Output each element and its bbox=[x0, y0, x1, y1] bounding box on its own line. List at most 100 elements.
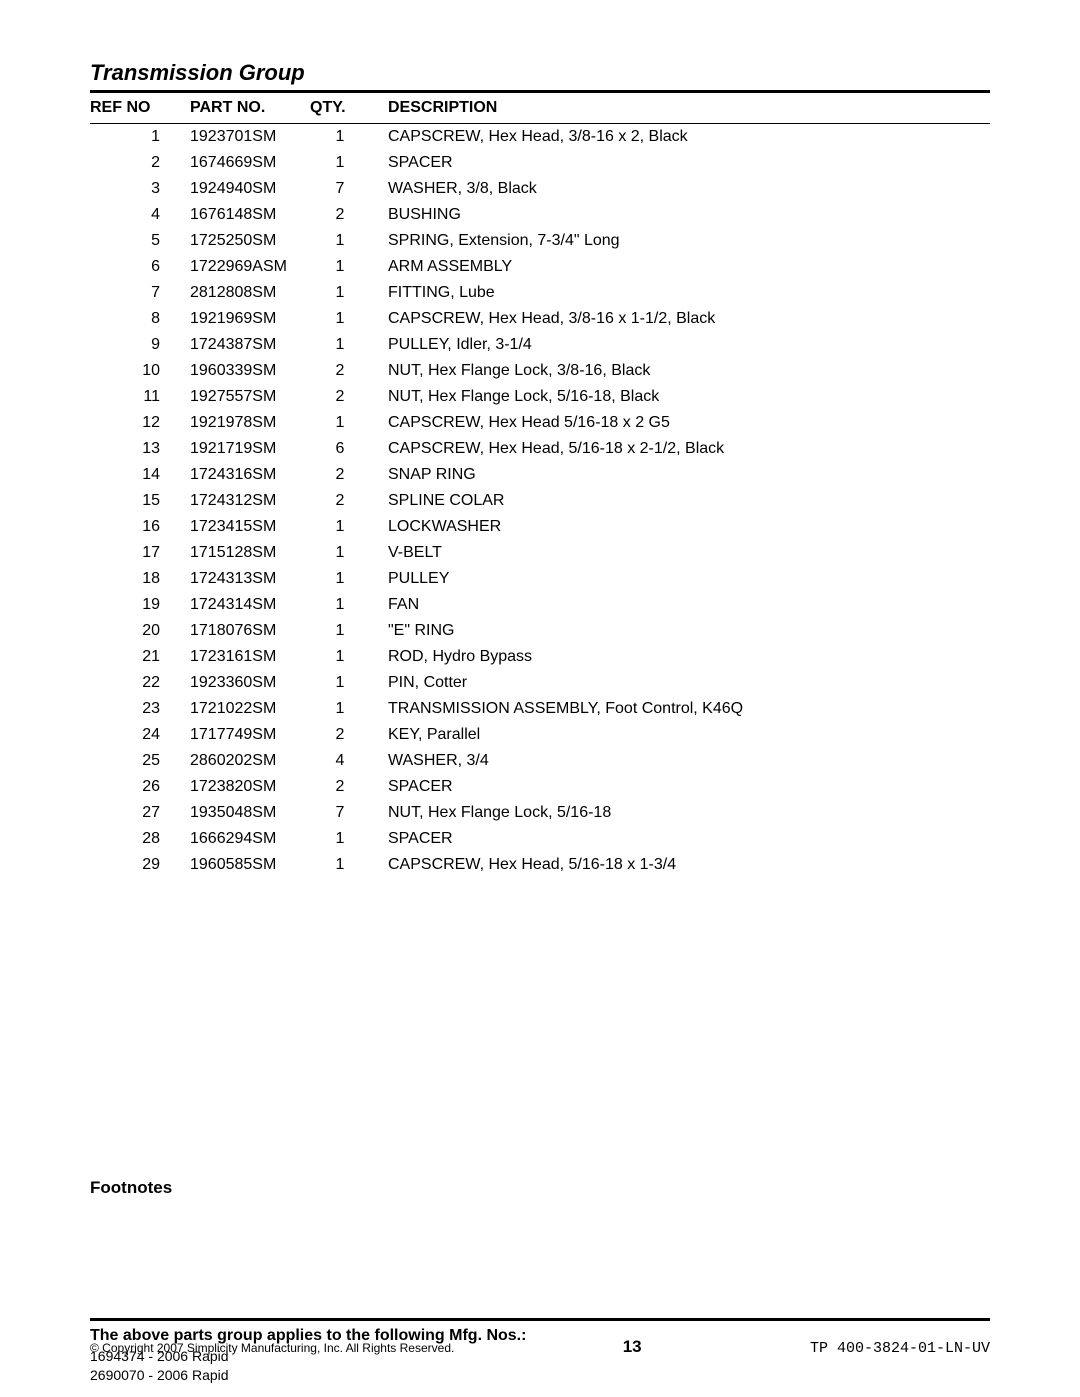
cell-ref: 27 bbox=[90, 800, 190, 826]
cell-ref: 20 bbox=[90, 618, 190, 644]
cell-qty: 1 bbox=[310, 514, 370, 540]
table-row: 261723820SM2SPACER bbox=[90, 774, 990, 800]
cell-ref: 13 bbox=[90, 436, 190, 462]
cell-desc: PIN, Cotter bbox=[370, 670, 990, 696]
col-header-desc: DESCRIPTION bbox=[370, 93, 990, 124]
cell-ref: 26 bbox=[90, 774, 190, 800]
cell-qty: 1 bbox=[310, 280, 370, 306]
page-number: 13 bbox=[623, 1337, 642, 1357]
table-row: 72812808SM1FITTING, Lube bbox=[90, 280, 990, 306]
table-row: 51725250SM1SPRING, Extension, 7-3/4" Lon… bbox=[90, 228, 990, 254]
cell-qty: 1 bbox=[310, 332, 370, 358]
cell-ref: 12 bbox=[90, 410, 190, 436]
cell-part: 1723161SM bbox=[190, 644, 310, 670]
cell-desc: WASHER, 3/4 bbox=[370, 748, 990, 774]
table-row: 252860202SM4WASHER, 3/4 bbox=[90, 748, 990, 774]
cell-ref: 21 bbox=[90, 644, 190, 670]
table-row: 171715128SM1V-BELT bbox=[90, 540, 990, 566]
cell-ref: 5 bbox=[90, 228, 190, 254]
cell-qty: 1 bbox=[310, 254, 370, 280]
cell-qty: 1 bbox=[310, 410, 370, 436]
cell-ref: 19 bbox=[90, 592, 190, 618]
table-row: 151724312SM2SPLINE COLAR bbox=[90, 488, 990, 514]
cell-qty: 1 bbox=[310, 228, 370, 254]
table-row: 21674669SM1SPACER bbox=[90, 150, 990, 176]
cell-part: 1960339SM bbox=[190, 358, 310, 384]
cell-part: 1717749SM bbox=[190, 722, 310, 748]
table-row: 31924940SM7WASHER, 3/8, Black bbox=[90, 176, 990, 202]
cell-desc: KEY, Parallel bbox=[370, 722, 990, 748]
cell-ref: 18 bbox=[90, 566, 190, 592]
table-header-row: REF NO PART NO. QTY. DESCRIPTION bbox=[90, 93, 990, 124]
cell-qty: 6 bbox=[310, 436, 370, 462]
cell-part: 1960585SM bbox=[190, 852, 310, 878]
cell-desc: CAPSCREW, Hex Head 5/16-18 x 2 G5 bbox=[370, 410, 990, 436]
cell-part: 1724387SM bbox=[190, 332, 310, 358]
cell-desc: SPACER bbox=[370, 150, 990, 176]
cell-part: 1674669SM bbox=[190, 150, 310, 176]
cell-ref: 11 bbox=[90, 384, 190, 410]
cell-desc: CAPSCREW, Hex Head, 5/16-18 x 2-1/2, Bla… bbox=[370, 436, 990, 462]
cell-part: 1718076SM bbox=[190, 618, 310, 644]
cell-part: 1923360SM bbox=[190, 670, 310, 696]
table-row: 201718076SM1"E" RING bbox=[90, 618, 990, 644]
cell-desc: WASHER, 3/8, Black bbox=[370, 176, 990, 202]
table-row: 281666294SM1SPACER bbox=[90, 826, 990, 852]
table-row: 81921969SM1CAPSCREW, Hex Head, 3/8-16 x … bbox=[90, 306, 990, 332]
cell-qty: 1 bbox=[310, 644, 370, 670]
cell-part: 1723820SM bbox=[190, 774, 310, 800]
cell-qty: 2 bbox=[310, 774, 370, 800]
cell-part: 1927557SM bbox=[190, 384, 310, 410]
table-row: 101960339SM2NUT, Hex Flange Lock, 3/8-16… bbox=[90, 358, 990, 384]
table-row: 161723415SM1LOCKWASHER bbox=[90, 514, 990, 540]
cell-qty: 1 bbox=[310, 306, 370, 332]
cell-qty: 1 bbox=[310, 592, 370, 618]
cell-ref: 1 bbox=[90, 124, 190, 151]
page: Transmission Group REF NO PART NO. QTY. … bbox=[0, 0, 1080, 1397]
cell-desc: PULLEY, Idler, 3-1/4 bbox=[370, 332, 990, 358]
cell-qty: 7 bbox=[310, 800, 370, 826]
table-row: 111927557SM2NUT, Hex Flange Lock, 5/16-1… bbox=[90, 384, 990, 410]
cell-qty: 2 bbox=[310, 384, 370, 410]
cell-qty: 7 bbox=[310, 176, 370, 202]
table-row: 221923360SM1PIN, Cotter bbox=[90, 670, 990, 696]
cell-desc: ROD, Hydro Bypass bbox=[370, 644, 990, 670]
cell-desc: CAPSCREW, Hex Head, 5/16-18 x 1-3/4 bbox=[370, 852, 990, 878]
cell-ref: 28 bbox=[90, 826, 190, 852]
cell-qty: 2 bbox=[310, 202, 370, 228]
table-row: 241717749SM2KEY, Parallel bbox=[90, 722, 990, 748]
applies-rule bbox=[90, 1318, 990, 1321]
cell-part: 1923701SM bbox=[190, 124, 310, 151]
cell-ref: 10 bbox=[90, 358, 190, 384]
cell-desc: ARM ASSEMBLY bbox=[370, 254, 990, 280]
col-header-qty: QTY. bbox=[310, 93, 370, 124]
cell-desc: SPACER bbox=[370, 774, 990, 800]
cell-desc: FITTING, Lube bbox=[370, 280, 990, 306]
cell-part: 1924940SM bbox=[190, 176, 310, 202]
cell-ref: 8 bbox=[90, 306, 190, 332]
table-row: 41676148SM2BUSHING bbox=[90, 202, 990, 228]
copyright-text: © Copyright 2007 Simplicity Manufacturin… bbox=[90, 1341, 454, 1355]
table-row: 11923701SM1CAPSCREW, Hex Head, 3/8-16 x … bbox=[90, 124, 990, 151]
cell-qty: 1 bbox=[310, 618, 370, 644]
cell-part: 1666294SM bbox=[190, 826, 310, 852]
cell-qty: 1 bbox=[310, 566, 370, 592]
table-row: 211723161SM1ROD, Hydro Bypass bbox=[90, 644, 990, 670]
cell-ref: 15 bbox=[90, 488, 190, 514]
cell-qty: 1 bbox=[310, 540, 370, 566]
cell-desc: SPRING, Extension, 7-3/4" Long bbox=[370, 228, 990, 254]
cell-desc: FAN bbox=[370, 592, 990, 618]
cell-desc: PULLEY bbox=[370, 566, 990, 592]
cell-ref: 22 bbox=[90, 670, 190, 696]
cell-qty: 1 bbox=[310, 852, 370, 878]
cell-ref: 2 bbox=[90, 150, 190, 176]
cell-ref: 25 bbox=[90, 748, 190, 774]
cell-ref: 23 bbox=[90, 696, 190, 722]
footnotes-heading: Footnotes bbox=[90, 1178, 990, 1198]
cell-desc: CAPSCREW, Hex Head, 3/8-16 x 1-1/2, Blac… bbox=[370, 306, 990, 332]
cell-part: 1715128SM bbox=[190, 540, 310, 566]
cell-qty: 2 bbox=[310, 722, 370, 748]
table-row: 181724313SM1PULLEY bbox=[90, 566, 990, 592]
table-row: 61722969ASM1ARM ASSEMBLY bbox=[90, 254, 990, 280]
cell-ref: 29 bbox=[90, 852, 190, 878]
